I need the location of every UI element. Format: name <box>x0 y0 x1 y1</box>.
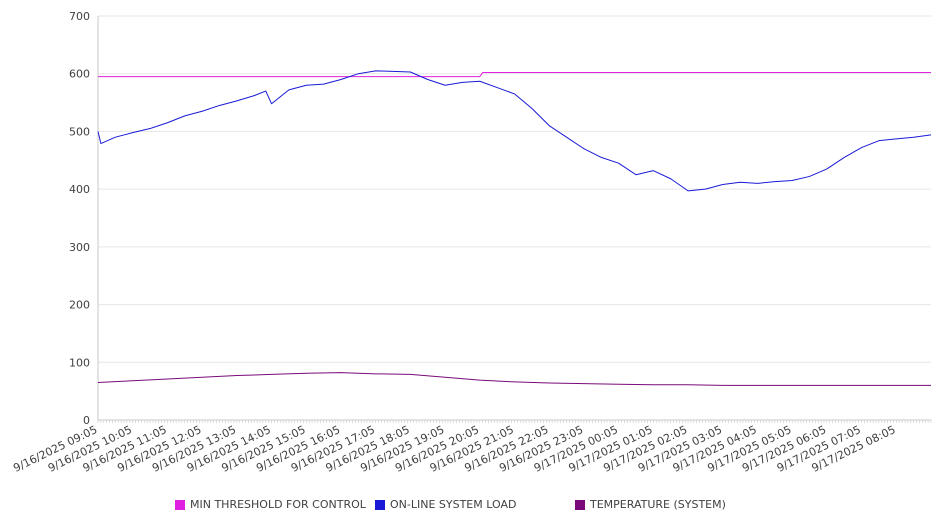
y-tick-label: 100 <box>69 356 90 369</box>
legend-label-load: ON-LINE SYSTEM LOAD <box>390 498 517 511</box>
legend-label-temperature: TEMPERATURE (SYSTEM) <box>590 498 726 511</box>
series-line-threshold <box>98 72 931 78</box>
legend-item-load[interactable]: ON-LINE SYSTEM LOAD <box>375 498 516 511</box>
y-tick-label: 0 <box>83 414 90 427</box>
y-tick-labels: 0 100 200 300 400 500 600 700 <box>69 10 90 427</box>
legend-item-temperature[interactable]: TEMPERATURE (SYSTEM) <box>575 498 726 511</box>
series-line-temperature <box>97 372 931 386</box>
series-line-load <box>97 70 932 192</box>
legend-swatch-threshold <box>175 499 185 510</box>
legend-swatch-temperature <box>575 499 585 510</box>
y-tick-label: 600 <box>69 68 90 81</box>
gridlines <box>98 15 931 363</box>
y-tick-label: 300 <box>69 241 90 254</box>
y-tick-label: 500 <box>69 125 90 138</box>
y-tick-label: 200 <box>69 299 90 312</box>
y-tick-label: 700 <box>69 10 90 23</box>
axes <box>97 16 932 423</box>
legend-item-threshold[interactable]: MIN THRESHOLD FOR CONTROL <box>175 498 366 511</box>
x-tick-labels: 9/16/2025 09:059/16/2025 10:059/16/2025 … <box>11 423 897 475</box>
series-lines <box>97 70 932 386</box>
legend-swatch-load <box>375 499 385 510</box>
legend-label-threshold: MIN THRESHOLD FOR CONTROL <box>190 498 366 511</box>
y-tick-label: 400 <box>69 183 90 196</box>
